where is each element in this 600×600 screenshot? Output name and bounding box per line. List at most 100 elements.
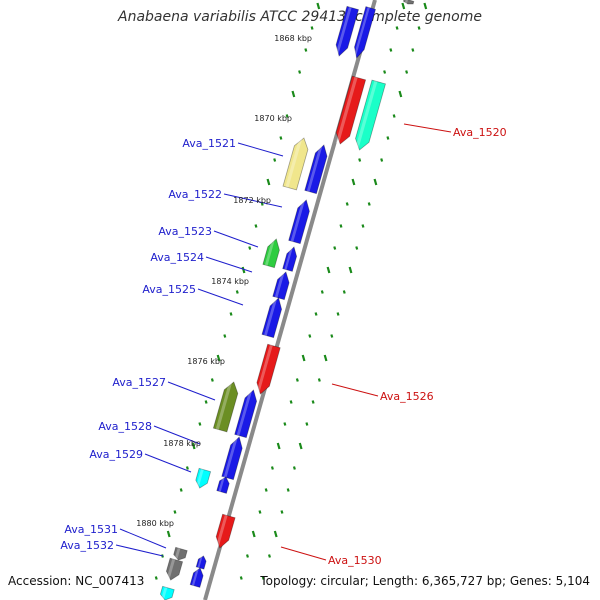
scale-tick: [304, 48, 308, 52]
gene-arrow[interactable]: [355, 79, 386, 151]
scale-tick: [291, 90, 296, 98]
gene-arrow[interactable]: [403, 0, 415, 5]
gene-arrow[interactable]: [282, 246, 298, 272]
scale-tick: [361, 224, 365, 228]
scale-tick: [166, 530, 171, 538]
label-leader-line: [167, 381, 216, 401]
scale-tick: [310, 26, 314, 30]
scale-tick: [358, 158, 362, 162]
gene-arrow-ava-1532[interactable]: [165, 557, 184, 581]
gene-arrow[interactable]: [159, 585, 175, 600]
scale-tick: [254, 224, 258, 228]
gene-arrow[interactable]: [272, 271, 290, 301]
gene-label-ava-1525[interactable]: Ava_1525: [142, 283, 196, 296]
gene-label-ava-1532[interactable]: Ava_1532: [60, 539, 114, 552]
scale-tick: [320, 290, 324, 294]
gene-arrow-ava-1523[interactable]: [262, 238, 280, 269]
scale-tick: [273, 530, 278, 538]
scale-tick: [305, 422, 309, 426]
scale-tick: [373, 178, 378, 186]
gene-features: [159, 0, 415, 600]
kbp-scale-label: 1870 kbp: [254, 114, 292, 123]
gene-label-ava-1527[interactable]: Ava_1527: [112, 376, 166, 389]
gene-arrow[interactable]: [221, 436, 243, 481]
gene-arrow-ava-1527[interactable]: [212, 381, 239, 433]
label-leaders: [115, 123, 452, 561]
scale-tick: [326, 266, 331, 274]
kbp-scale-label: 1872 kbp: [233, 196, 271, 205]
scale-tick: [179, 488, 183, 492]
gene-arrow[interactable]: [189, 567, 204, 588]
gene-highlight: [264, 296, 278, 336]
gene-arrow-ava-1530[interactable]: [215, 513, 236, 549]
gene-highlight: [166, 558, 176, 580]
gene-arrow-ava-1531[interactable]: [173, 546, 188, 561]
gene-label-ava-1526[interactable]: Ava_1526: [380, 390, 434, 403]
gene-arrow-ava-1521[interactable]: [282, 137, 309, 191]
scale-tick: [342, 290, 346, 294]
scale-tick: [380, 158, 384, 162]
gene-arrow-ava-1520[interactable]: [335, 75, 367, 145]
scale-tick: [298, 70, 302, 74]
scale-tick: [270, 466, 274, 470]
gene-highlight: [196, 468, 204, 488]
scale-tick: [173, 510, 177, 514]
scale-tick: [367, 202, 371, 206]
gene-highlight: [223, 435, 238, 478]
scale-ticks: [154, 2, 428, 580]
scale-tick: [339, 224, 343, 228]
gene-highlight: [285, 136, 303, 188]
scale-tick: [389, 48, 393, 52]
scale-tick: [258, 510, 262, 514]
scale-tick: [210, 378, 214, 382]
scale-tick: [316, 2, 321, 10]
gene-label-ava-1524[interactable]: Ava_1524: [150, 251, 204, 264]
gene-arrow[interactable]: [304, 144, 328, 195]
scale-tick: [273, 158, 277, 162]
gene-highlight: [404, 0, 408, 4]
gene-arrow[interactable]: [234, 389, 258, 439]
gene-highlight: [215, 514, 228, 548]
gene-label-ava-1521[interactable]: Ava_1521: [182, 137, 236, 150]
gene-highlight: [215, 380, 233, 430]
scale-tick: [401, 2, 406, 10]
scale-tick: [235, 290, 239, 294]
gene-arrow[interactable]: [354, 6, 376, 59]
label-leader-line: [144, 453, 192, 473]
scale-tick: [333, 246, 337, 250]
scale-tick: [276, 442, 281, 450]
gene-highlight: [174, 547, 181, 560]
gene-label-ava-1520[interactable]: Ava_1520: [453, 126, 507, 139]
gene-label-ava-1523[interactable]: Ava_1523: [158, 225, 212, 238]
scale-tick: [229, 312, 233, 316]
gene-highlight: [353, 7, 370, 58]
scale-tick: [292, 466, 296, 470]
label-leader-line: [237, 142, 284, 157]
kbp-scale-label: 1880 kbp: [136, 519, 174, 528]
gene-arrow[interactable]: [195, 555, 207, 570]
scale-tick: [351, 178, 356, 186]
gene-labels[interactable]: Ava_1521 Ava_1522 Ava_1523 Ava_1524 Ava_1525…: [60, 34, 506, 567]
gene-highlight: [355, 80, 378, 150]
scale-tick: [295, 378, 299, 382]
scale-tick: [392, 114, 396, 118]
gene-highlight: [335, 76, 358, 144]
gene-arrow[interactable]: [335, 5, 359, 57]
gene-arrow[interactable]: [216, 476, 230, 494]
label-leader-line: [223, 193, 283, 208]
gene-label-ava-1522[interactable]: Ava_1522: [168, 188, 222, 201]
gene-label-ava-1530[interactable]: Ava_1530: [328, 554, 382, 567]
gene-arrow[interactable]: [288, 199, 310, 245]
gene-label-ava-1531[interactable]: Ava_1531: [64, 523, 118, 536]
gene-label-ava-1529[interactable]: Ava_1529: [89, 448, 143, 461]
gene-arrow-ava-1526[interactable]: [256, 343, 281, 395]
gene-arrow-ava-1529[interactable]: [195, 467, 212, 489]
gene-label-ava-1528[interactable]: Ava_1528: [98, 420, 152, 433]
scale-tick: [268, 554, 271, 558]
gene-arrow[interactable]: [261, 297, 283, 339]
label-leader-line: [280, 546, 327, 561]
scale-tick: [311, 400, 315, 404]
gene-highlight: [274, 270, 285, 298]
